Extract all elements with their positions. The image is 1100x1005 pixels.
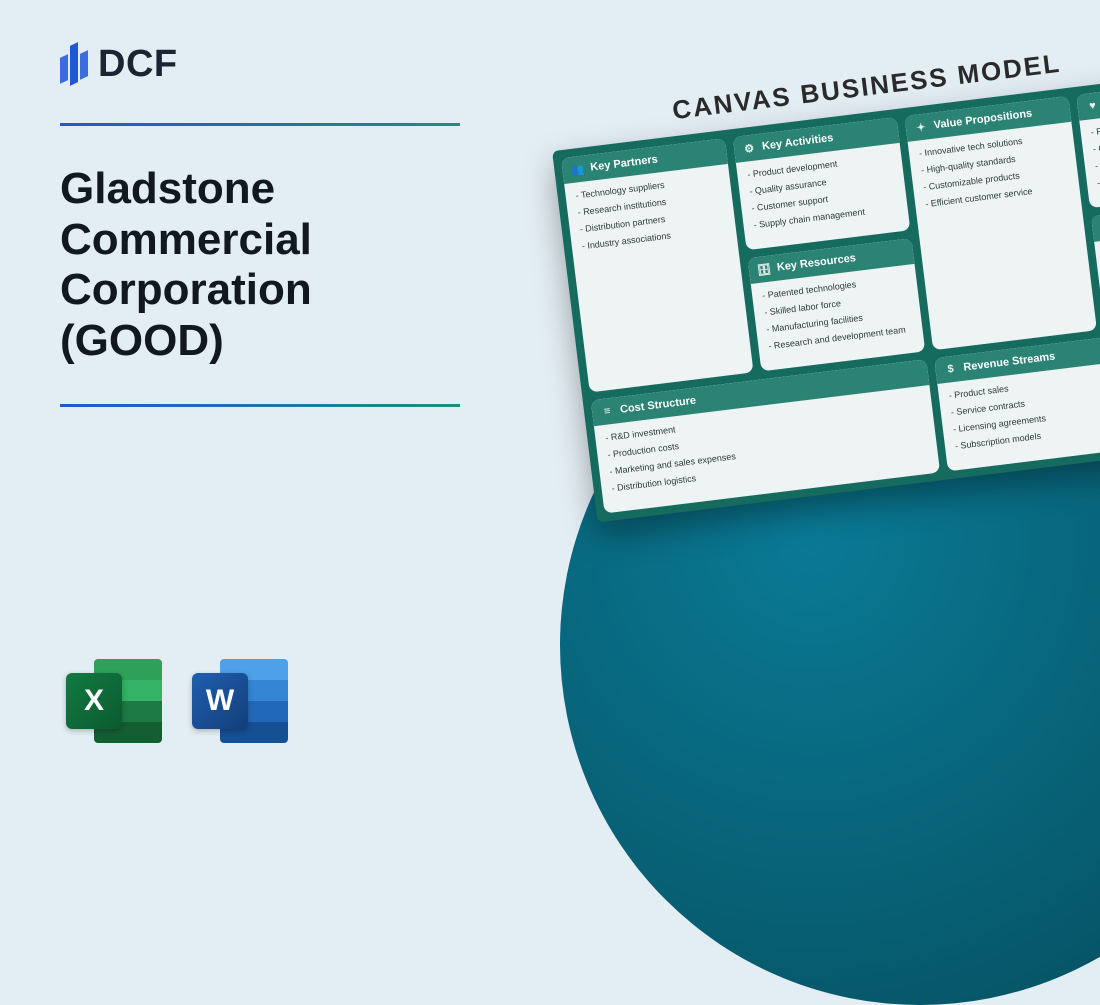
brand-logo: DCF bbox=[60, 40, 480, 88]
divider-top bbox=[60, 123, 460, 126]
link-icon: 👥 bbox=[570, 161, 586, 177]
block-label: Key Partners bbox=[590, 153, 659, 173]
canvas-board: 👥Key Partners Technology suppliers Resea… bbox=[552, 73, 1100, 522]
block-key-resources: 🗄Key Resources Patented technologies Ski… bbox=[748, 238, 926, 371]
excel-badge: X bbox=[66, 673, 122, 729]
block-value-propositions: ✦Value Propositions Innovative tech solu… bbox=[904, 96, 1097, 350]
page-title: Gladstone Commercial Corporation (GOOD) bbox=[60, 164, 480, 366]
canvas-business-model: CANVAS BUSINESS MODEL 👥Key Partners Tech… bbox=[547, 33, 1100, 523]
word-badge: W bbox=[192, 673, 248, 729]
block-label: Key Activities bbox=[761, 132, 834, 153]
list-item: Personalized support bbox=[1090, 117, 1100, 137]
block-label: Key Resources bbox=[776, 252, 856, 274]
activities-icon: ⚙ bbox=[741, 140, 757, 156]
block-key-partners: 👥Key Partners Technology suppliers Resea… bbox=[561, 138, 754, 392]
resources-icon: 🗄 bbox=[756, 261, 772, 277]
logo-text: DCF bbox=[98, 43, 178, 86]
block-key-activities: ⚙Key Activities Product development Qual… bbox=[733, 117, 911, 250]
revenue-icon: $ bbox=[943, 361, 959, 377]
relations-icon: ♥ bbox=[1085, 98, 1100, 114]
cost-icon: ≡ bbox=[599, 404, 615, 420]
logo-icon bbox=[60, 40, 88, 88]
excel-icon: X bbox=[66, 653, 162, 749]
divider-bottom bbox=[60, 404, 460, 407]
value-icon: ✦ bbox=[913, 119, 929, 135]
word-icon: W bbox=[192, 653, 288, 749]
block-label: Cost Structure bbox=[619, 395, 696, 416]
